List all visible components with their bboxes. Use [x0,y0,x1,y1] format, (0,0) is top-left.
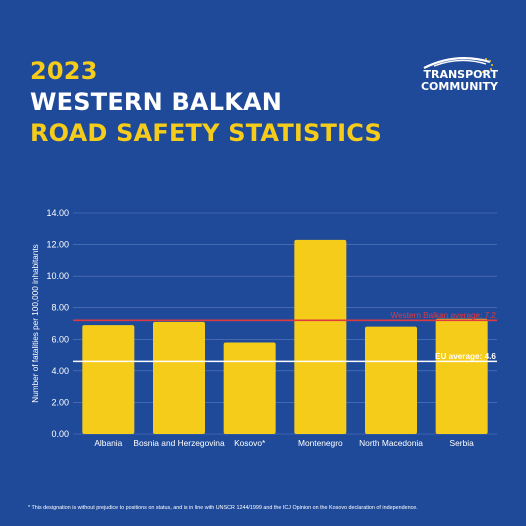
y-tick-label-7: 14.00 [46,208,69,218]
x-tick-label-3: Montenegro [298,438,343,448]
x-tick-label-4: North Macedonia [359,438,423,448]
logo-line-2: COMMUNITY [420,80,498,93]
bar-3 [294,239,347,434]
y-tick-label-0: 0.00 [51,429,69,439]
y-tick-label-6: 12.00 [46,240,69,250]
title-block: 2023 WESTERN BALKAN ROAD SAFETY STATISTI… [30,56,382,149]
title-region: WESTERN BALKAN [30,88,283,116]
bar-4 [365,326,417,434]
swoosh-with-eu-stars-icon [423,57,493,73]
x-tick-label-5: Serbia [450,438,475,448]
y-tick-label-3: 6.00 [51,334,69,344]
transport-community-logo: TRANSPORT COMMUNITY [394,50,498,96]
bar-0 [82,325,135,434]
y-tick-label-2: 4.00 [51,366,69,376]
y-tick-label-5: 10.00 [46,271,69,281]
bar-2 [223,342,276,434]
y-axis-label: Number of fatalities per 100,000 inhabit… [31,244,40,402]
y-tick-label-1: 2.00 [51,397,69,407]
reference-line-label-1: EU average: 4.6 [435,352,496,361]
x-tick-label-2: Kosovo* [234,438,266,448]
logo-line-1: TRANSPORT [423,68,498,81]
title-topic: ROAD SAFETY STATISTICS [30,119,382,147]
reference-line-label-0: Western Balkan average: 7.2 [391,311,497,320]
title-year: 2023 [30,57,98,85]
bar-1 [153,321,205,434]
x-tick-label-1: Bosnia and Herzegovina [133,438,225,448]
y-tick-label-4: 8.00 [51,303,69,313]
x-tick-label-0: Albania [94,438,122,448]
bar-5 [435,318,488,434]
footnote: * This designation is without prejudice … [28,505,418,511]
